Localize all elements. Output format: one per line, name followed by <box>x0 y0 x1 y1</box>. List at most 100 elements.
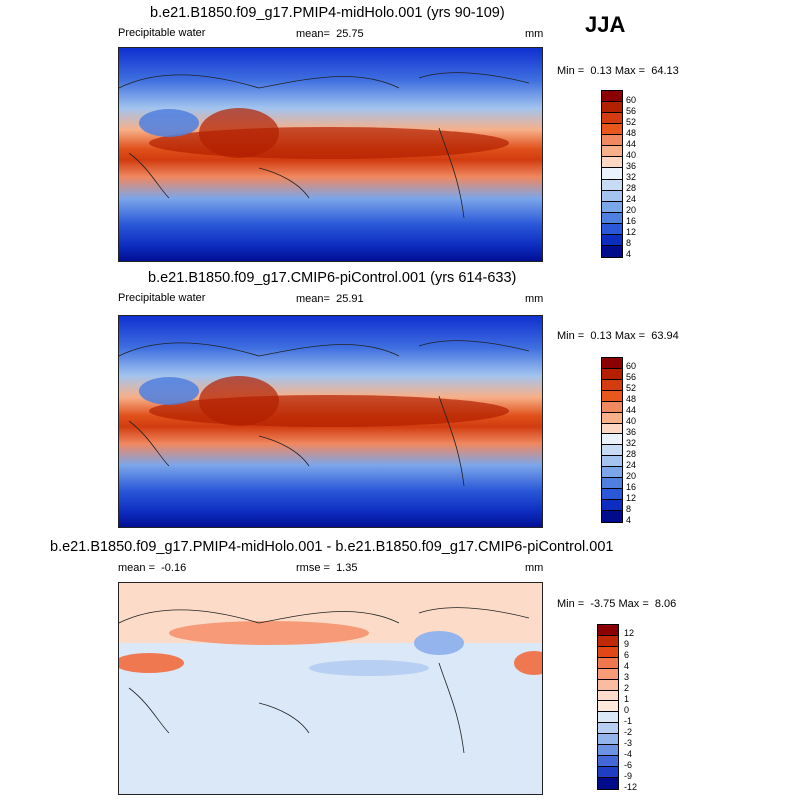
panel1-colorbar-label: 52 <box>626 116 637 127</box>
panel3-colorbar-label: 4 <box>624 661 630 672</box>
panel1-colorbar-label: 4 <box>626 249 632 260</box>
panel3-colorbar-segment <box>598 766 618 778</box>
panel3-colorbar-label: 0 <box>624 705 630 715</box>
panel1-colorbar-segment <box>602 146 622 158</box>
panel3-map <box>118 582 543 795</box>
panel1-colorbar-label: 56 <box>626 105 637 116</box>
panel3-coastlines <box>119 607 530 754</box>
panel2-colorbar-label: 32 <box>626 438 637 448</box>
panel3-minmax: Min = -3.75 Max = 8.06 <box>557 598 677 610</box>
panel2-colorbar-segment <box>602 434 622 446</box>
panel2-colorbar-label: 36 <box>626 427 637 438</box>
panel1-colorbar-label: 8 <box>626 238 632 249</box>
panel3-colorbar-label: 6 <box>624 650 630 661</box>
panel3-colorbar-label: 9 <box>624 639 630 650</box>
panel3-colorbar-label: 3 <box>624 672 630 683</box>
panel2-colorbar-label: 24 <box>626 459 637 470</box>
panel1-colorbar-segment <box>602 113 622 125</box>
panel1-colorbar-segment <box>602 91 622 103</box>
panel3-colorbar-label: -4 <box>624 748 633 759</box>
panel2-units: mm <box>525 293 544 305</box>
panel1-colorbar-label: 12 <box>626 227 637 238</box>
panel2-mean: mean= 25.91 <box>296 293 364 305</box>
panel3-colorbar-segment <box>598 701 618 713</box>
panel2-colorbar-segment <box>602 390 622 402</box>
panel2-colorbar-label: 52 <box>626 383 637 394</box>
panel3-colorbar-label: -12 <box>624 781 638 792</box>
panel3-title: b.e21.B1850.f09_g17.PMIP4-midHolo.001 - … <box>50 539 614 555</box>
panel3-negative-anomaly-1 <box>309 660 429 676</box>
season-label: JJA <box>585 12 626 37</box>
panel2-colorbar-label: 12 <box>626 492 637 503</box>
panel3-rmse: rmse = 1.35 <box>296 562 358 574</box>
panel2-field <box>119 316 542 527</box>
panel1-colorbar-label: 32 <box>626 172 637 182</box>
panel3-colorbar-segment <box>598 668 618 680</box>
panel1-variable: Precipitable water <box>118 27 206 39</box>
panel2-coastlines <box>119 340 530 487</box>
panel3-colorbar-segment <box>598 734 618 746</box>
panel2-colorbar-label: 48 <box>626 394 637 405</box>
panel2-colorbar-label: 20 <box>626 470 637 481</box>
panel2-colorbar-label: 28 <box>626 448 637 459</box>
panel2-colorbar-segment <box>602 412 622 424</box>
panel2-colorbar-label: 44 <box>626 405 637 416</box>
panel1-colorbar <box>601 90 623 258</box>
panel3-colorbar-segment <box>598 712 618 724</box>
panel3-colorbar-label: -3 <box>624 737 633 748</box>
panel2-colorbar-segment <box>602 499 622 511</box>
panel3-colorbar-segment <box>598 679 618 691</box>
panel3-colorbar-segment <box>598 723 618 735</box>
panel2-dry-region <box>139 377 199 405</box>
panel3-colorbar-segment <box>598 646 618 658</box>
panel1-colorbar-segment <box>602 190 622 202</box>
panel3-colorbar-label: 12 <box>624 628 635 639</box>
panel1-map <box>118 47 543 262</box>
panel3-colorbar-label: -2 <box>624 726 633 737</box>
panel2-colorbar-label: 4 <box>626 514 632 525</box>
panel3-colorbar-segment <box>598 625 618 636</box>
panel1-colorbar-segment <box>602 157 622 169</box>
panel3-mean: mean = -0.16 <box>118 562 187 574</box>
panel2-colorbar-segment <box>602 456 622 468</box>
panel2-colorbar-label: 56 <box>626 372 637 383</box>
panel1-colorbar-label: 44 <box>626 138 637 149</box>
panel2-colorbar-label: 8 <box>626 503 632 514</box>
panel3-colorbar-segment <box>598 756 618 767</box>
panel3-positive-anomaly-right <box>514 651 542 675</box>
panel2-colorbar-segment <box>602 423 622 435</box>
panel3-colorbar-segment <box>598 745 618 757</box>
panel2-colorbar-segment <box>602 478 622 490</box>
panel1-monsoon-max <box>199 108 279 158</box>
panel1-colorbar-segment <box>602 245 622 257</box>
panel2-colorbar-segment <box>602 358 622 369</box>
panel1-colorbar-segment <box>602 135 622 147</box>
panel2-colorbar-label: 60 <box>626 361 637 372</box>
panel1-colorbar-segment <box>602 201 622 213</box>
panel1-colorbar-label: 20 <box>626 205 637 216</box>
panel2-colorbar-segment <box>602 401 622 413</box>
panel3-colorbar-label: -1 <box>624 715 633 726</box>
panel1-colorbar-segment <box>602 124 622 136</box>
panel1-colorbar-segment <box>602 179 622 191</box>
panel1-dry-region <box>139 109 199 137</box>
panel1-coastlines <box>119 72 530 219</box>
panel1-mean: mean= 25.75 <box>296 28 364 40</box>
panel1-colorbar-label: 60 <box>626 94 637 105</box>
panel3-colorbar-segment <box>598 657 618 669</box>
panel3-colorbar-label: 1 <box>624 694 630 705</box>
panel1-colorbar-segment <box>602 102 622 114</box>
panel2-colorbar-segment <box>602 368 622 380</box>
panel2-colorbar-segment <box>602 379 622 391</box>
panel2-map <box>118 315 543 528</box>
panel1-units: mm <box>525 28 544 40</box>
panel3-units: mm <box>525 562 544 574</box>
panel2-colorbar <box>601 357 623 523</box>
panel2-colorbar-segment <box>602 467 622 479</box>
panel3-colorbar-label: -9 <box>624 770 633 781</box>
panel2-colorbar-segment <box>602 445 622 457</box>
panel3-positive-anomaly-west <box>119 653 184 673</box>
panel3-negative-anomaly-2 <box>414 631 464 655</box>
panel2-colorbar-label: 40 <box>626 416 637 427</box>
panel1-field <box>119 48 542 261</box>
